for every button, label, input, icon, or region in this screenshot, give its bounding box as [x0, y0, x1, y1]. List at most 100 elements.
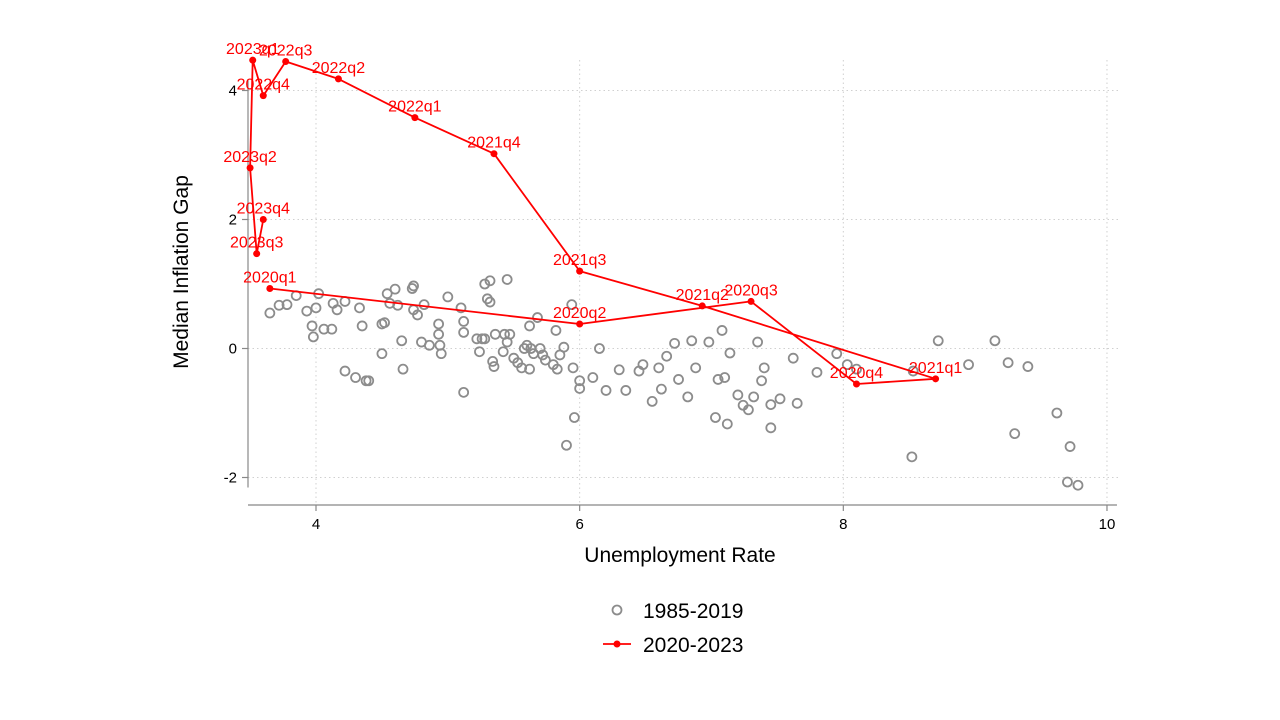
historical-point	[673, 374, 684, 385]
historical-point	[484, 296, 496, 308]
historical-point	[561, 439, 572, 451]
historical-point	[1072, 479, 1084, 491]
recent-point-label: 2020q2	[553, 305, 606, 322]
historical-point	[791, 397, 803, 409]
historical-point	[719, 372, 731, 383]
historical-point	[458, 326, 470, 338]
y-tick-label: 2	[229, 212, 237, 229]
historical-point	[474, 346, 485, 358]
historical-point	[331, 304, 343, 316]
historical-point	[479, 333, 491, 345]
x-tick-label: 4	[312, 516, 320, 533]
recent-point	[411, 114, 419, 122]
series-recent: 2020q1 2020q2 2020q3 2020q4 2021q1 2021q2 2021…	[223, 41, 962, 388]
historical-point	[655, 383, 667, 395]
recent-point-label: 2023q1	[226, 41, 279, 58]
historical-point	[682, 391, 694, 403]
historical-point	[354, 302, 365, 314]
historical-point	[932, 335, 944, 347]
historical-point	[281, 299, 293, 311]
historical-point	[306, 320, 318, 332]
recent-point	[490, 150, 498, 158]
historical-point	[301, 305, 313, 317]
historical-point	[574, 383, 586, 394]
historical-point	[1009, 428, 1021, 440]
historical-point	[518, 343, 530, 354]
historical-point	[489, 328, 501, 340]
historical-point	[613, 364, 625, 376]
historical-point	[600, 385, 612, 396]
historical-point	[787, 352, 799, 364]
recent-point	[259, 92, 267, 100]
historical-point	[587, 372, 599, 383]
historical-point	[765, 422, 777, 434]
historical-point	[831, 348, 843, 360]
historical-point	[743, 404, 754, 416]
recent-point	[246, 164, 254, 172]
historical-point	[458, 386, 470, 398]
x-tick-label: 10	[1099, 516, 1116, 533]
historical-point	[339, 365, 351, 377]
historical-point	[721, 418, 733, 430]
historical-point	[484, 275, 496, 287]
legend-marker-recent	[613, 640, 621, 648]
historical-point	[841, 359, 853, 371]
historical-point	[669, 337, 680, 349]
recent-point-label: 2021q3	[553, 252, 606, 269]
historical-point	[392, 299, 404, 311]
y-axis-title: Median Inflation Gap	[170, 175, 193, 369]
historical-point	[752, 336, 764, 348]
recent-series-line	[249, 59, 937, 385]
historical-point	[442, 291, 454, 303]
recent-point-label: 2021q4	[467, 135, 520, 152]
historical-point	[748, 391, 760, 403]
y-tick-label: 0	[229, 341, 237, 358]
historical-point	[710, 412, 721, 423]
historical-point	[551, 363, 563, 375]
historical-point	[851, 363, 862, 375]
historical-point	[273, 299, 285, 311]
historical-point	[712, 374, 724, 385]
historical-point	[539, 354, 551, 366]
historical-point	[433, 318, 445, 330]
recent-point	[747, 297, 755, 305]
y-tick-label: 4	[229, 83, 237, 100]
historical-point	[732, 389, 744, 401]
historical-point	[661, 350, 673, 362]
recent-point	[698, 302, 706, 310]
recent-point-label: 2022q3	[259, 42, 312, 59]
historical-point	[774, 393, 786, 405]
recent-point	[853, 380, 861, 388]
historical-point	[811, 366, 823, 378]
historical-point	[481, 293, 493, 305]
historical-point	[724, 347, 736, 359]
recent-point	[259, 216, 267, 223]
historical-point	[310, 302, 322, 314]
y-ticks: -2 0 2 4	[224, 83, 248, 487]
recent-point	[576, 320, 584, 328]
historical-point	[479, 278, 491, 290]
historical-point	[487, 355, 499, 367]
series-historical	[264, 274, 1084, 491]
historical-point	[1064, 441, 1076, 452]
historical-point	[389, 283, 401, 295]
historical-point	[433, 328, 445, 340]
historical-point	[396, 335, 408, 347]
historical-point	[381, 288, 393, 300]
historical-point	[1002, 357, 1014, 369]
historical-point	[516, 362, 528, 374]
historical-point	[397, 363, 409, 375]
x-axis-title: Unemployment Rate	[584, 544, 775, 567]
recent-point-label: 2022q2	[312, 60, 365, 77]
historical-point	[765, 399, 777, 411]
historical-point	[534, 343, 546, 354]
historical-point	[356, 320, 368, 332]
legend: 1985-2019 2020-2023	[603, 600, 743, 657]
historical-point	[408, 280, 419, 292]
recent-point	[576, 267, 584, 275]
recent-point	[932, 375, 940, 383]
historical-point	[558, 341, 570, 353]
historical-point	[307, 331, 319, 343]
legend-label-recent: 2020-2023	[643, 634, 743, 657]
